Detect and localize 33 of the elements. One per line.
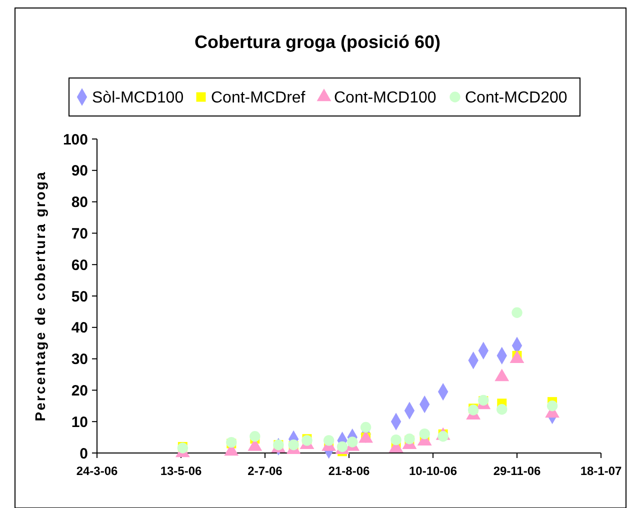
- x-tick-label: 29-11-06: [493, 464, 542, 478]
- x-tick-label: 24-3-06: [76, 464, 118, 478]
- legend-label: Cont-MCD100: [334, 90, 436, 107]
- point: [419, 428, 430, 440]
- x-tick-label: 10-10-06: [408, 464, 458, 478]
- point: [496, 404, 508, 415]
- y-tick-label: 40: [71, 320, 88, 337]
- point: [347, 436, 358, 448]
- point: [390, 434, 402, 446]
- x-tick-label: 13-5-06: [160, 464, 202, 478]
- y-axis-title: Percentage de cobertura groga: [32, 170, 48, 422]
- y-tick-label: 50: [71, 288, 88, 306]
- legend-label: Cont-MCD200: [465, 90, 568, 107]
- y-tick-label: 60: [71, 256, 88, 274]
- x-tick-label: 21-8-06: [328, 464, 370, 478]
- point: [546, 400, 558, 412]
- y-tick-label: 10: [71, 414, 88, 431]
- y-tick-label: 90: [71, 162, 88, 180]
- point: [512, 307, 522, 318]
- chart-title: Cobertura groga (posició 60): [194, 32, 441, 52]
- point: [360, 422, 372, 433]
- y-tick-label: 80: [71, 194, 88, 212]
- legend-label: Cont-MCDref: [211, 90, 306, 107]
- x-tick-label: 18-1-07: [580, 464, 622, 478]
- legend-label: Sòl-MCD100: [92, 90, 184, 107]
- y-tick-label: 30: [71, 351, 88, 368]
- y-tick-label: 20: [71, 382, 88, 400]
- point: [323, 435, 334, 446]
- x-tick-label: 2-7-06: [248, 464, 283, 478]
- y-tick-label: 70: [71, 225, 88, 242]
- point: [250, 431, 260, 442]
- y-tick-label: 0: [80, 445, 88, 462]
- y-tick-label: 100: [62, 131, 88, 148]
